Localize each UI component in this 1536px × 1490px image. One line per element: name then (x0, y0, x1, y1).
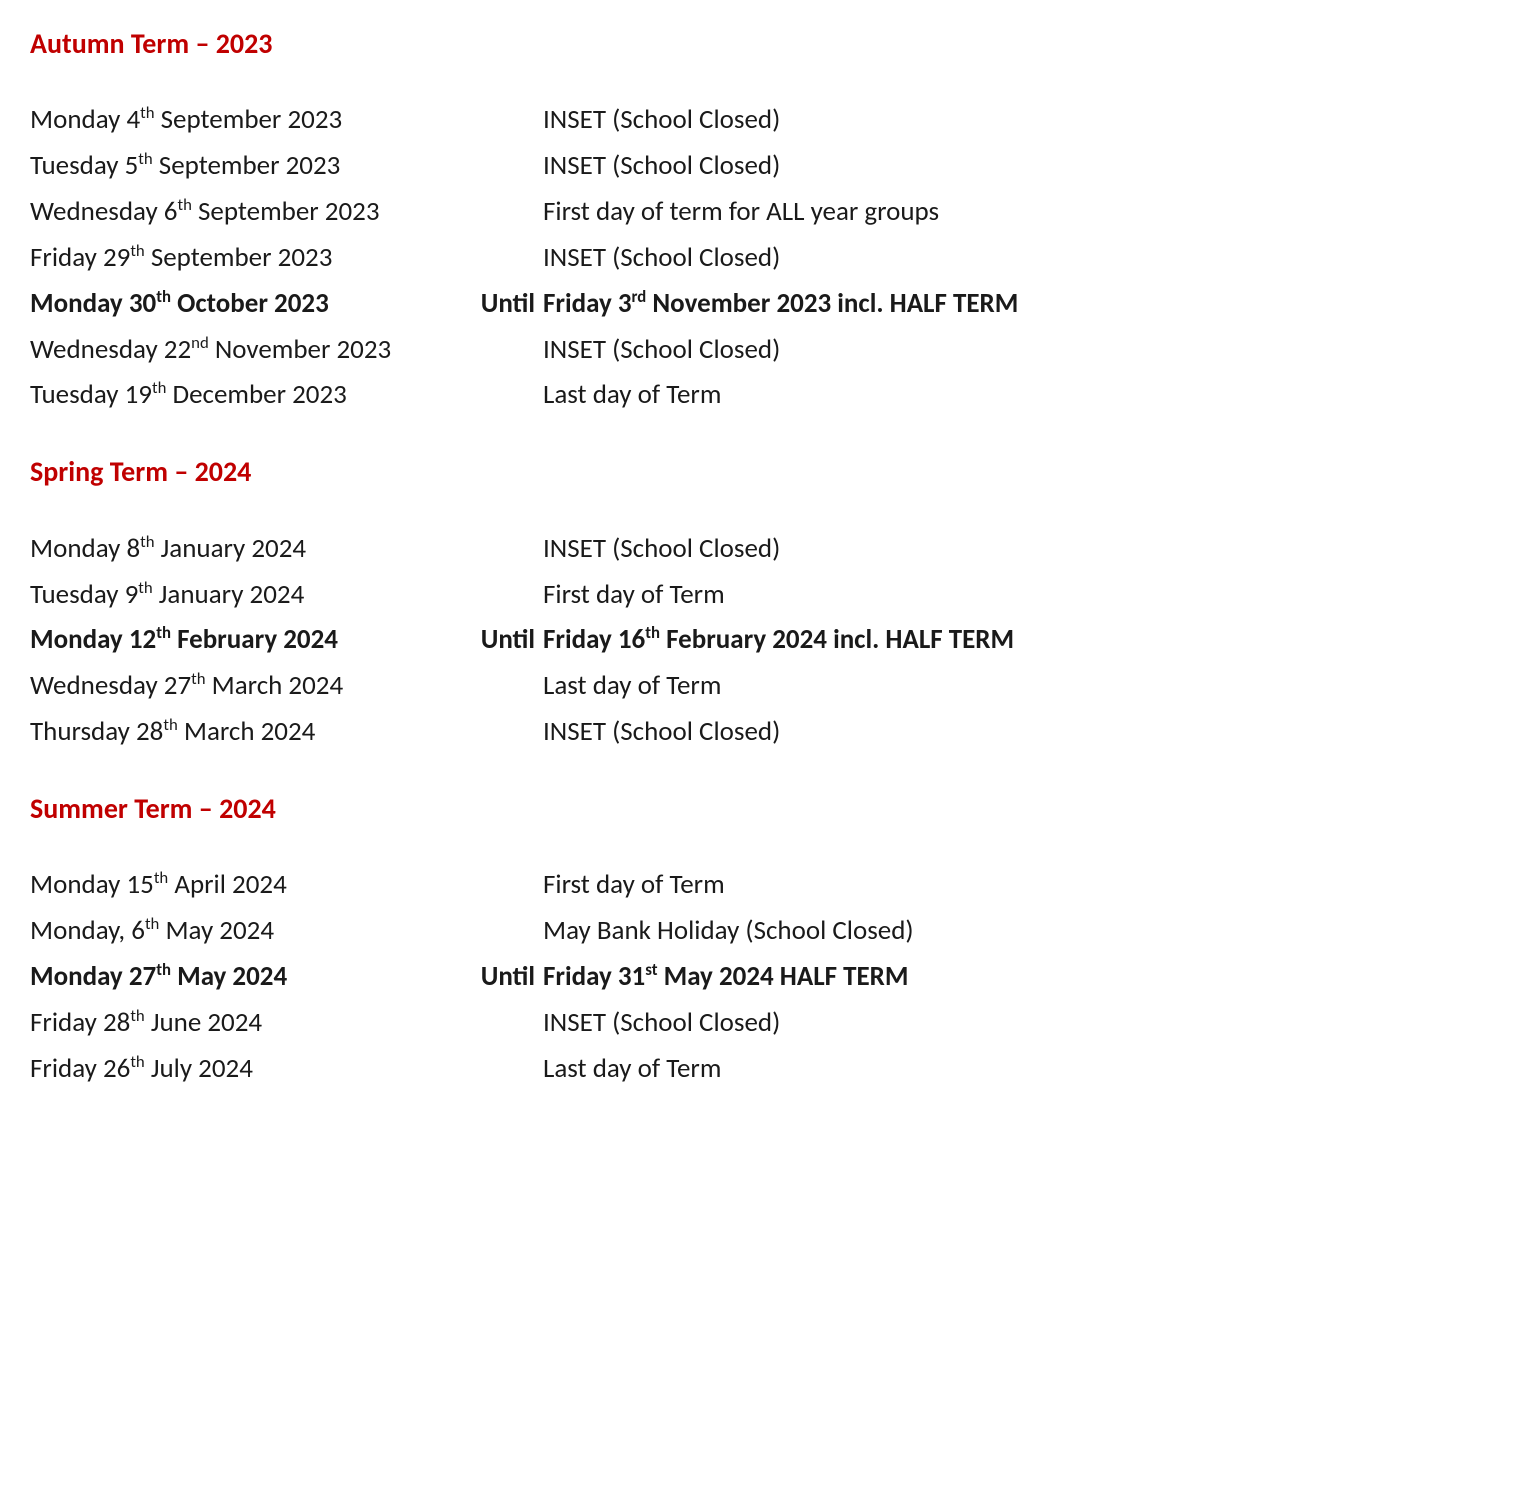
date-text: Wednesday 6th September 2023 (30, 191, 380, 233)
date-row: Monday 12th February 2024 UntilFriday 16t… (30, 619, 1506, 661)
date-text: Monday 12th February 2024 (30, 619, 338, 661)
date-text: Monday 15th April 2024 (30, 864, 287, 906)
date-cell: Friday 29th September 2023 (30, 237, 543, 279)
ordinal-suffix: rd (632, 287, 647, 307)
date-text: Tuesday 5th September 2023 (30, 145, 340, 187)
date-text: Friday 28th June 2024 (30, 1002, 262, 1044)
date-row: Wednesday 6th September 2023 First day of… (30, 191, 1506, 233)
date-text: Tuesday 19th December 2023 (30, 374, 347, 416)
ordinal-suffix: th (145, 914, 159, 934)
description-cell: Last day of Term (543, 665, 1506, 707)
date-row: Thursday 28th March 2024 INSET (School Cl… (30, 711, 1506, 753)
description-cell: May Bank Holiday (School Closed) (543, 910, 1506, 952)
date-text: Monday, 6th May 2024 (30, 910, 274, 952)
description-cell: INSET (School Closed) (543, 145, 1506, 187)
date-row: Friday 26th July 2024 Last day of Term (30, 1048, 1506, 1090)
date-text: Monday 4th September 2023 (30, 99, 342, 141)
ordinal-suffix: th (154, 868, 168, 888)
date-cell: Monday 12th February 2024 Until (30, 619, 543, 661)
description-cell: Last day of Term (543, 374, 1506, 416)
term-block: Summer Term – 2024 Monday 15th April 2024… (30, 787, 1506, 1090)
description-cell: INSET (School Closed) (543, 99, 1506, 141)
description-cell: First day of term for ALL year groups (543, 191, 1506, 233)
description-cell: INSET (School Closed) (543, 711, 1506, 753)
date-cell: Tuesday 9th January 2024 (30, 574, 543, 616)
date-cell: Monday 30th October 2023 Until (30, 283, 543, 325)
date-text: Tuesday 9th January 2024 (30, 574, 304, 616)
description-cell: Friday 31st May 2024 HALF TERM (543, 956, 1506, 998)
description-cell: Friday 3rd November 2023 incl. HALF TERM (543, 283, 1506, 325)
ordinal-suffix: th (130, 241, 144, 261)
ordinal-suffix: th (130, 1052, 144, 1072)
description-cell: Last day of Term (543, 1048, 1506, 1090)
description-cell: First day of Term (543, 864, 1506, 906)
date-text: Monday 30th October 2023 (30, 283, 329, 325)
until-label: Until (461, 283, 535, 325)
ordinal-suffix: th (130, 1006, 144, 1026)
ordinal-suffix: st (645, 960, 657, 980)
term-dates-document: Autumn Term – 2023 Monday 4th September 2… (30, 22, 1506, 1090)
date-cell: Friday 28th June 2024 (30, 1002, 543, 1044)
term-heading: Summer Term – 2024 (30, 787, 1506, 830)
description-cell: INSET (School Closed) (543, 1002, 1506, 1044)
description-cell: Friday 16th February 2024 incl. HALF TER… (543, 619, 1506, 661)
ordinal-suffix: th (152, 378, 166, 398)
ordinal-suffix: th (138, 578, 152, 598)
until-label: Until (461, 956, 535, 998)
date-text: Friday 29th September 2023 (30, 237, 332, 279)
ordinal-suffix: th (191, 669, 205, 689)
ordinal-suffix: th (177, 195, 191, 215)
date-cell: Tuesday 5th September 2023 (30, 145, 543, 187)
ordinal-suffix: th (138, 149, 152, 169)
date-row: Friday 28th June 2024 INSET (School Close… (30, 1002, 1506, 1044)
date-row: Tuesday 5th September 2023 INSET (School … (30, 145, 1506, 187)
term-block: Autumn Term – 2023 Monday 4th September 2… (30, 22, 1506, 416)
ordinal-suffix: th (140, 532, 154, 552)
ordinal-suffix: th (645, 623, 660, 643)
description-cell: INSET (School Closed) (543, 528, 1506, 570)
date-text: Monday 27th May 2024 (30, 956, 287, 998)
date-row: Wednesday 27th March 2024 Last day of Ter… (30, 665, 1506, 707)
date-row: Monday, 6th May 2024 May Bank Holiday (Sc… (30, 910, 1506, 952)
description-cell: First day of Term (543, 574, 1506, 616)
date-cell: Wednesday 27th March 2024 (30, 665, 543, 707)
ordinal-suffix: th (156, 960, 171, 980)
date-cell: Monday 8th January 2024 (30, 528, 543, 570)
ordinal-suffix: th (163, 715, 177, 735)
ordinal-suffix: th (156, 287, 171, 307)
date-row: Monday 30th October 2023 UntilFriday 3rd … (30, 283, 1506, 325)
date-cell: Wednesday 6th September 2023 (30, 191, 543, 233)
date-text: Wednesday 27th March 2024 (30, 665, 343, 707)
date-cell: Monday 27th May 2024 Until (30, 956, 543, 998)
date-cell: Monday 15th April 2024 (30, 864, 543, 906)
ordinal-suffix: th (156, 623, 171, 643)
ordinal-suffix: th (140, 103, 154, 123)
date-row: Monday 8th January 2024 INSET (School Clo… (30, 528, 1506, 570)
date-cell: Friday 26th July 2024 (30, 1048, 543, 1090)
date-row: Monday 27th May 2024 UntilFriday 31st May… (30, 956, 1506, 998)
date-text: Wednesday 22nd November 2023 (30, 329, 391, 371)
date-row: Tuesday 9th January 2024 First day of Ter… (30, 574, 1506, 616)
date-row: Tuesday 19th December 2023 Last day of Te… (30, 374, 1506, 416)
until-label: Until (461, 619, 535, 661)
date-row: Wednesday 22nd November 2023 INSET (Schoo… (30, 329, 1506, 371)
date-text: Friday 26th July 2024 (30, 1048, 253, 1090)
date-text: Monday 8th January 2024 (30, 528, 306, 570)
term-block: Spring Term – 2024 Monday 8th January 202… (30, 450, 1506, 753)
date-cell: Tuesday 19th December 2023 (30, 374, 543, 416)
date-text: Thursday 28th March 2024 (30, 711, 315, 753)
term-heading: Autumn Term – 2023 (30, 22, 1506, 65)
date-cell: Thursday 28th March 2024 (30, 711, 543, 753)
description-cell: INSET (School Closed) (543, 237, 1506, 279)
date-cell: Wednesday 22nd November 2023 (30, 329, 543, 371)
date-row: Friday 29th September 2023 INSET (School … (30, 237, 1506, 279)
date-cell: Monday 4th September 2023 (30, 99, 543, 141)
description-cell: INSET (School Closed) (543, 329, 1506, 371)
ordinal-suffix: nd (191, 333, 209, 353)
date-cell: Monday, 6th May 2024 (30, 910, 543, 952)
term-heading: Spring Term – 2024 (30, 450, 1506, 493)
date-row: Monday 15th April 2024 First day of Term (30, 864, 1506, 906)
date-row: Monday 4th September 2023 INSET (School C… (30, 99, 1506, 141)
